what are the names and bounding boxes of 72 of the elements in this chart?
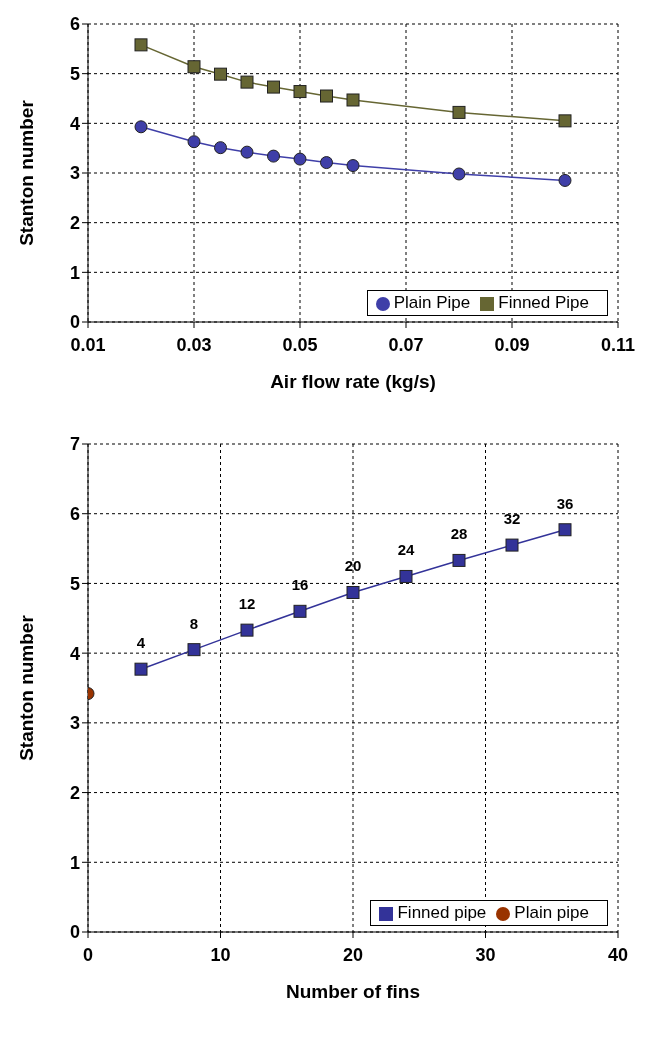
point [293, 152, 307, 166]
point [346, 159, 360, 173]
annotation: 20 [344, 557, 362, 575]
point [134, 38, 148, 52]
y-tick-label: 0 [69, 312, 80, 333]
x-axis-title: Air flow rate (kg/s) [270, 371, 436, 392]
y-tick-label: 7 [69, 434, 80, 455]
point [320, 89, 333, 103]
annotation: 16 [291, 576, 309, 594]
y-tick-label: 3 [69, 163, 80, 184]
y-axis-title: Stanton number [15, 614, 37, 761]
annotation: 32 [503, 510, 521, 528]
x-tick-label: 20 [342, 944, 364, 965]
y-tick-label: 2 [69, 782, 80, 803]
point [187, 135, 201, 149]
point [187, 60, 201, 74]
y-tick-label: 4 [69, 113, 80, 134]
point [558, 173, 572, 187]
y-tick-label: 1 [69, 262, 80, 283]
point [452, 167, 466, 181]
point [240, 75, 254, 89]
y-tick-label: 6 [69, 504, 80, 525]
x-tick-label: 0.07 [388, 334, 424, 355]
y-tick-label: 0 [69, 922, 80, 943]
annotation: 36 [556, 494, 574, 512]
point [452, 105, 466, 119]
legend-label: Plain Pipe [393, 293, 471, 312]
point [267, 80, 280, 94]
annotation: 24 [397, 541, 415, 559]
y-tick-label: 5 [69, 64, 80, 85]
point [240, 145, 254, 159]
x-tick-label: 30 [475, 944, 496, 965]
point [267, 149, 280, 163]
x-tick-label: 0.11 [600, 334, 636, 355]
x-tick-label: 0 [82, 944, 94, 965]
point [399, 569, 413, 583]
point [187, 643, 201, 657]
point [558, 523, 572, 537]
point [293, 85, 307, 99]
x-tick-label: 10 [210, 944, 231, 965]
annotation: 12 [238, 595, 256, 613]
x-axis-title: Number of fins [285, 981, 421, 1002]
point [346, 585, 360, 599]
point [240, 623, 254, 637]
annotation: 28 [450, 525, 468, 543]
point [452, 553, 466, 567]
y-tick-label: 4 [69, 643, 80, 664]
x-tick-label: 0.09 [494, 334, 530, 355]
x-tick-label: 0.03 [176, 334, 212, 355]
annotation: 8 [189, 614, 199, 632]
y-tick-label: 2 [69, 213, 80, 234]
point [214, 141, 227, 155]
point [134, 662, 148, 676]
y-tick-label: 6 [69, 14, 80, 35]
legend-label: Finned Pipe [498, 293, 589, 312]
y-tick-label: 5 [69, 573, 80, 594]
point [134, 120, 148, 134]
point [558, 114, 572, 128]
x-tick-label: 0.01 [70, 334, 106, 355]
point [346, 93, 360, 107]
legend-label: Plain pipe [514, 903, 589, 922]
legend-label: Finned pipe [397, 903, 487, 922]
point [320, 156, 333, 170]
x-tick-label: 0.05 [282, 334, 318, 355]
y-axis-title: Stanton number [15, 99, 37, 246]
x-tick-label: 40 [607, 944, 629, 965]
point [505, 538, 519, 552]
y-tick-label: 3 [69, 713, 80, 734]
annotation: 4 [136, 634, 146, 652]
y-tick-label: 1 [69, 852, 80, 873]
point [293, 604, 307, 618]
point [214, 67, 227, 81]
